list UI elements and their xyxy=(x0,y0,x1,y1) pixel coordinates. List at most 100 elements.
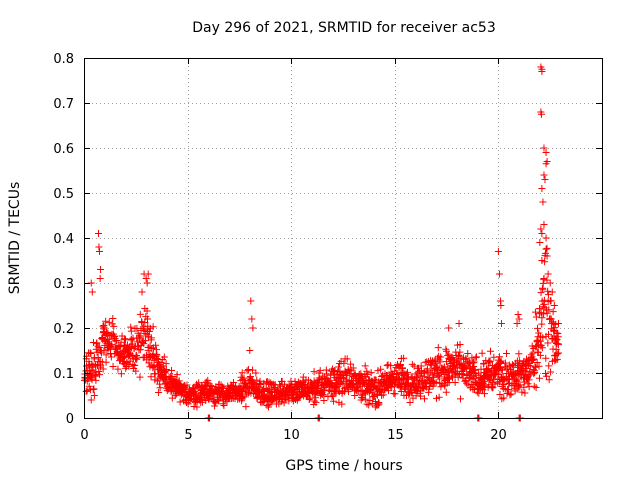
data-point xyxy=(397,388,405,396)
data-point xyxy=(114,365,122,373)
data-point xyxy=(310,368,318,376)
data-point xyxy=(504,375,512,383)
data-point xyxy=(530,382,538,390)
data-point xyxy=(127,323,135,331)
data-point xyxy=(92,376,100,384)
data-point xyxy=(320,397,328,405)
x-tick-label: 20 xyxy=(490,428,507,443)
data-point xyxy=(422,380,430,388)
data-point xyxy=(109,362,117,370)
data-point xyxy=(403,368,411,376)
data-point xyxy=(542,160,550,168)
data-point xyxy=(535,329,543,337)
data-point xyxy=(538,320,546,328)
data-point xyxy=(127,327,135,335)
data-point xyxy=(229,379,237,387)
data-point xyxy=(239,375,247,383)
data-point xyxy=(461,361,469,369)
data-point xyxy=(532,313,540,321)
data-point xyxy=(484,373,492,381)
data-point xyxy=(191,388,199,396)
data-point xyxy=(372,397,380,405)
data-point xyxy=(136,373,144,381)
data-point xyxy=(538,314,546,322)
data-point xyxy=(533,358,541,366)
data-point xyxy=(99,365,107,373)
data-point xyxy=(546,314,554,322)
data-point xyxy=(95,243,103,251)
y-tick-label: 0.3 xyxy=(53,277,74,292)
data-point xyxy=(540,296,548,304)
data-point xyxy=(144,315,152,323)
data-point xyxy=(281,380,289,388)
data-point xyxy=(97,361,105,369)
data-point xyxy=(162,360,170,368)
data-point xyxy=(143,307,151,315)
data-point xyxy=(349,364,357,372)
data-point xyxy=(248,315,256,323)
data-point xyxy=(252,369,260,377)
data-point xyxy=(242,403,250,411)
data-point xyxy=(316,376,324,384)
data-point xyxy=(147,373,155,381)
data-point xyxy=(548,288,556,296)
data-point xyxy=(535,362,543,370)
data-point xyxy=(395,374,403,382)
data-point xyxy=(524,380,532,388)
data-point xyxy=(455,352,463,360)
data-point xyxy=(312,398,320,406)
data-point xyxy=(542,234,550,242)
data-point xyxy=(547,368,555,376)
data-point xyxy=(539,198,547,206)
data-point xyxy=(554,333,562,341)
data-point xyxy=(176,398,184,406)
data-point xyxy=(514,382,522,390)
data-point xyxy=(368,388,376,396)
data-point xyxy=(456,395,464,403)
data-point xyxy=(502,349,510,357)
data-point xyxy=(335,363,343,371)
data-point xyxy=(454,373,462,381)
data-point xyxy=(518,388,526,396)
data-point xyxy=(88,288,96,296)
data-point xyxy=(488,384,496,392)
data-point xyxy=(86,349,94,357)
data-point xyxy=(539,285,547,293)
data-point xyxy=(540,275,548,282)
data-point xyxy=(343,355,351,363)
data-point xyxy=(551,320,559,328)
data-point xyxy=(553,355,561,363)
data-point xyxy=(280,399,288,407)
data-point xyxy=(138,288,146,296)
data-point xyxy=(90,392,98,399)
data-point xyxy=(121,335,129,343)
data-point xyxy=(91,372,99,380)
data-point xyxy=(545,330,553,338)
y-tick-label: 0.6 xyxy=(53,142,74,157)
data-point xyxy=(492,369,500,377)
data-point xyxy=(434,344,442,352)
data-point xyxy=(173,371,181,379)
data-point xyxy=(338,400,346,408)
data-point xyxy=(490,375,498,383)
data-point xyxy=(112,336,120,344)
data-point xyxy=(494,248,502,255)
data-point xyxy=(87,396,95,404)
data-point xyxy=(516,357,524,365)
data-point xyxy=(246,347,254,354)
data-point xyxy=(532,363,540,371)
data-point xyxy=(107,353,115,361)
data-point xyxy=(127,335,135,343)
data-point xyxy=(543,276,551,284)
data-point xyxy=(364,370,372,378)
data-point xyxy=(532,383,540,391)
data-point xyxy=(103,328,111,336)
data-point xyxy=(333,384,341,392)
data-point xyxy=(361,362,369,370)
data-point xyxy=(145,354,153,362)
data-point xyxy=(406,398,414,406)
data-point xyxy=(85,382,93,390)
data-point xyxy=(437,353,445,361)
data-point xyxy=(513,320,521,327)
data-point xyxy=(87,367,95,375)
